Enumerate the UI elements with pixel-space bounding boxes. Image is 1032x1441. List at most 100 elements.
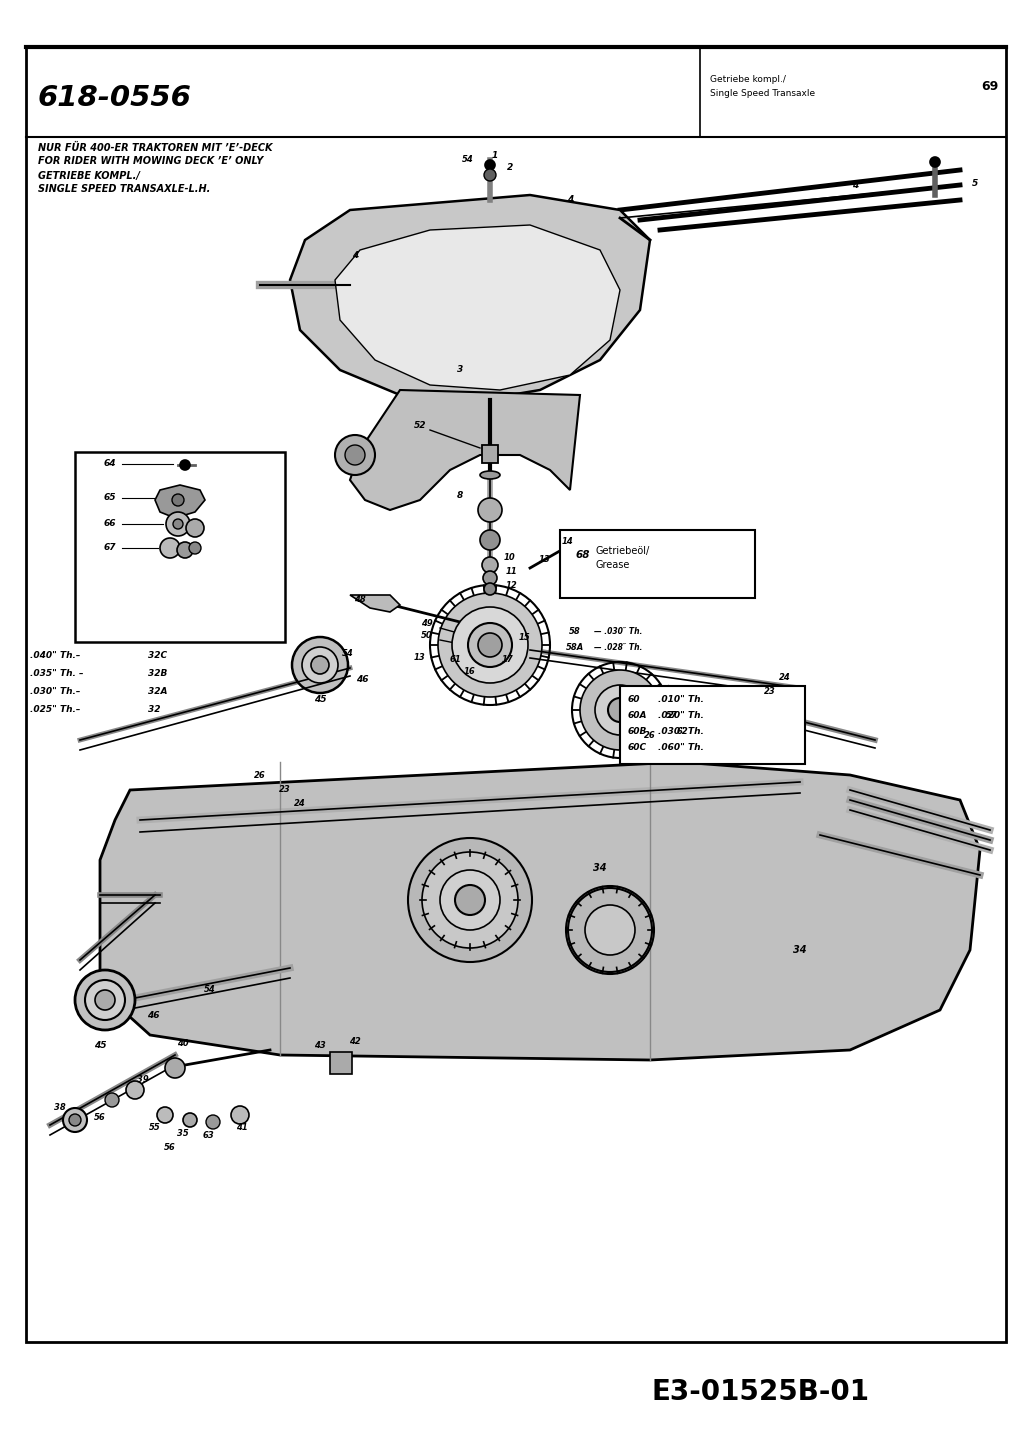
Circle shape — [63, 1108, 87, 1133]
Circle shape — [160, 537, 180, 558]
Text: 4: 4 — [352, 251, 358, 259]
Circle shape — [484, 584, 496, 595]
Text: 60A: 60A — [628, 712, 647, 720]
Text: 64: 64 — [104, 460, 117, 468]
Text: — .030″ Th.: — .030″ Th. — [594, 627, 642, 637]
Text: 10: 10 — [504, 553, 516, 562]
Circle shape — [178, 542, 193, 558]
Text: 1: 1 — [492, 150, 498, 160]
Circle shape — [467, 623, 512, 667]
Circle shape — [345, 445, 365, 465]
Circle shape — [455, 885, 485, 915]
Text: 63: 63 — [202, 1131, 214, 1140]
Polygon shape — [335, 225, 620, 391]
Text: 15: 15 — [519, 633, 530, 641]
Circle shape — [440, 870, 499, 929]
Text: 65: 65 — [104, 493, 117, 503]
Bar — [330, 1052, 352, 1074]
Circle shape — [482, 558, 498, 574]
Polygon shape — [350, 391, 580, 510]
Circle shape — [930, 157, 940, 167]
Text: 13: 13 — [414, 653, 426, 661]
Text: 41: 41 — [236, 1124, 248, 1133]
Circle shape — [484, 169, 496, 182]
Circle shape — [595, 684, 645, 735]
Text: 23: 23 — [764, 687, 776, 696]
Text: 23: 23 — [279, 785, 291, 794]
Text: 4: 4 — [851, 180, 859, 190]
Text: 14: 14 — [562, 537, 574, 546]
Text: 39: 39 — [137, 1075, 149, 1085]
Text: 40: 40 — [178, 1039, 189, 1048]
Text: 54: 54 — [462, 156, 474, 164]
Text: E3-01525B-01: E3-01525B-01 — [651, 1378, 869, 1406]
Circle shape — [186, 519, 204, 537]
Text: 54: 54 — [204, 986, 216, 994]
Circle shape — [180, 460, 190, 470]
Text: .020" Th.: .020" Th. — [658, 712, 704, 720]
Text: 46: 46 — [356, 676, 368, 684]
Polygon shape — [155, 486, 205, 517]
Circle shape — [485, 160, 495, 170]
Text: 56: 56 — [94, 1114, 106, 1123]
Circle shape — [480, 530, 499, 550]
Circle shape — [231, 1107, 249, 1124]
Circle shape — [483, 571, 497, 585]
Text: .060" Th.: .060" Th. — [658, 744, 704, 752]
Text: Single Speed Transaxle: Single Speed Transaxle — [710, 89, 815, 98]
Text: 57: 57 — [666, 710, 678, 719]
Circle shape — [580, 670, 660, 749]
Text: 35: 35 — [178, 1128, 189, 1137]
Text: 24: 24 — [294, 798, 305, 807]
Text: 56: 56 — [164, 1144, 175, 1153]
Text: — .028″ Th.: — .028″ Th. — [594, 644, 642, 653]
Text: 3: 3 — [457, 366, 463, 375]
Circle shape — [452, 607, 528, 683]
Text: 60: 60 — [628, 696, 641, 705]
Circle shape — [438, 594, 542, 697]
Circle shape — [335, 435, 375, 476]
Circle shape — [568, 888, 652, 973]
Text: 58A: 58A — [566, 644, 584, 653]
Text: 55: 55 — [150, 1124, 161, 1133]
Text: 24: 24 — [779, 673, 791, 683]
Text: 42: 42 — [349, 1038, 361, 1046]
Text: 45: 45 — [314, 696, 326, 705]
Text: 67: 67 — [104, 543, 117, 552]
Circle shape — [311, 656, 329, 674]
Text: 32A: 32A — [148, 686, 167, 696]
Text: 38: 38 — [54, 1104, 66, 1112]
Text: FOR RIDER WITH MOWING DECK ’E’ ONLY: FOR RIDER WITH MOWING DECK ’E’ ONLY — [38, 156, 263, 166]
Text: 17: 17 — [503, 656, 514, 664]
Bar — [620, 686, 805, 764]
Circle shape — [165, 1058, 185, 1078]
Text: .030" Th.–: .030" Th.– — [30, 686, 80, 696]
Text: GETRIEBE KOMPL./: GETRIEBE KOMPL./ — [38, 171, 140, 182]
Circle shape — [157, 1107, 173, 1123]
Text: .010" Th.: .010" Th. — [658, 696, 704, 705]
Text: 32: 32 — [148, 705, 161, 713]
Bar — [482, 445, 498, 463]
Text: 5: 5 — [972, 179, 978, 187]
Circle shape — [183, 1112, 197, 1127]
Circle shape — [166, 512, 190, 536]
Text: 34: 34 — [794, 945, 807, 955]
Polygon shape — [350, 595, 400, 612]
Circle shape — [478, 633, 502, 657]
Text: 62: 62 — [676, 728, 688, 736]
Circle shape — [85, 980, 125, 1020]
Circle shape — [189, 542, 201, 553]
Text: 58: 58 — [569, 627, 581, 637]
Text: 32B: 32B — [148, 669, 167, 677]
Circle shape — [126, 1081, 144, 1099]
Text: Grease: Grease — [596, 561, 631, 571]
Text: .030" Th.: .030" Th. — [658, 728, 704, 736]
Circle shape — [173, 519, 183, 529]
Text: .035" Th. –: .035" Th. – — [30, 669, 84, 677]
Text: 46: 46 — [147, 1010, 159, 1019]
Bar — [26, 48, 1006, 1342]
Circle shape — [585, 905, 635, 955]
Text: 34: 34 — [593, 863, 607, 873]
Text: 618-0556: 618-0556 — [38, 84, 192, 112]
Polygon shape — [290, 195, 650, 401]
